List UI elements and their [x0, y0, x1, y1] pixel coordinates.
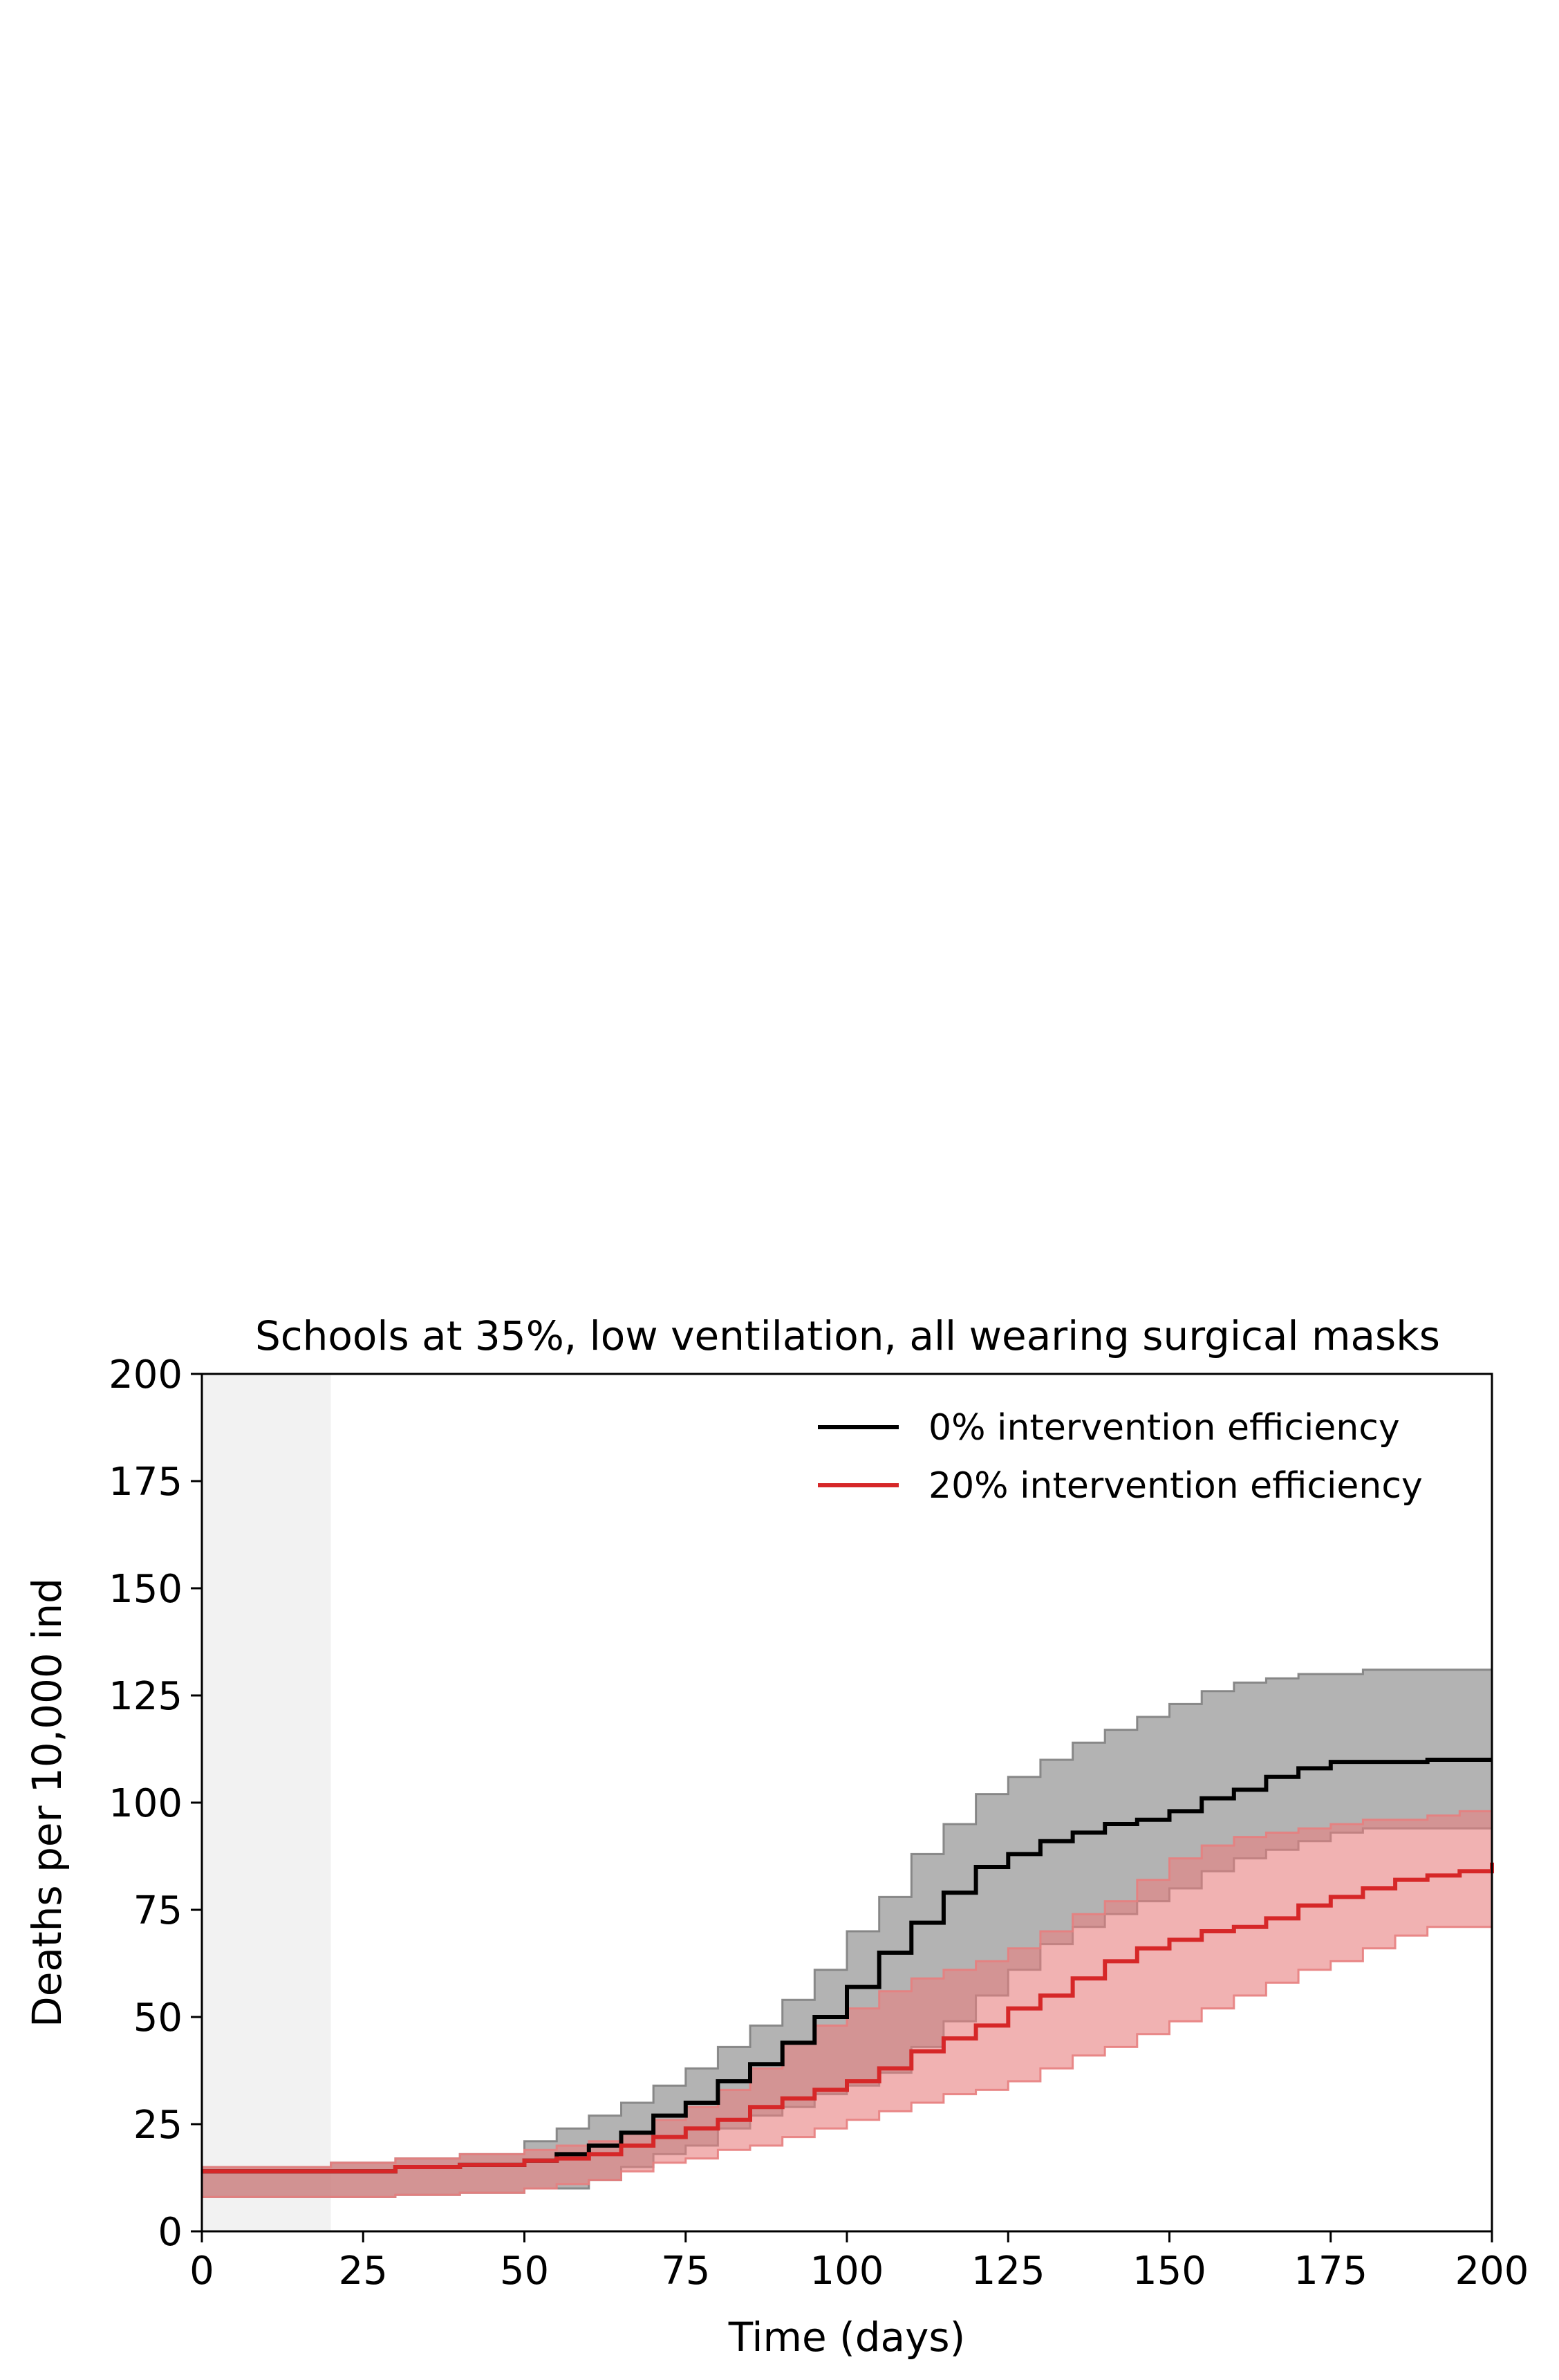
y-tick-label: 25 [133, 2103, 183, 2148]
y-tick-label: 125 [109, 1674, 183, 1719]
y-tick-label: 175 [109, 1460, 183, 1505]
x-tick-label: 150 [1132, 2249, 1206, 2294]
y-tick-label: 100 [109, 1781, 183, 1826]
series-1-line [202, 1862, 1494, 2174]
x-axis-label: Time (days) [728, 2314, 966, 2361]
y-tick-label: 150 [109, 1567, 183, 1612]
legend-label-1: 20% intervention efficiency [928, 1465, 1423, 1507]
x-tick-label: 175 [1294, 2249, 1367, 2294]
x-tick-label: 25 [339, 2249, 388, 2294]
x-tick-label: 125 [971, 2249, 1045, 2294]
y-tick-label: 50 [133, 1996, 183, 2040]
plot-area [200, 1374, 1494, 2231]
x-tick-label: 200 [1455, 2249, 1529, 2294]
x-tick-label: 75 [661, 2249, 710, 2294]
shaded-region [202, 1374, 331, 2231]
series-0-line [202, 1758, 1492, 2174]
chart-title: Schools at 35%, low ventilation, all wea… [255, 1312, 1440, 1359]
legend-label-0: 0% intervention efficiency [928, 1407, 1400, 1449]
y-axis: 0 25 50 75 100 125 150 175 200 [109, 1352, 202, 2255]
y-axis-label: Deaths per 10,000 ind [24, 1578, 71, 2027]
y-tick-label: 75 [133, 1888, 183, 1933]
x-tick-label: 100 [810, 2249, 884, 2294]
x-axis: 0 25 50 75 100 125 150 175 200 [189, 2231, 1529, 2294]
x-tick-label: 50 [500, 2249, 549, 2294]
x-tick-label: 0 [189, 2249, 214, 2294]
legend: 0% intervention efficiency 20% interventi… [818, 1407, 1423, 1507]
y-tick-label: 0 [158, 2210, 183, 2255]
y-tick-label: 200 [109, 1352, 183, 1397]
